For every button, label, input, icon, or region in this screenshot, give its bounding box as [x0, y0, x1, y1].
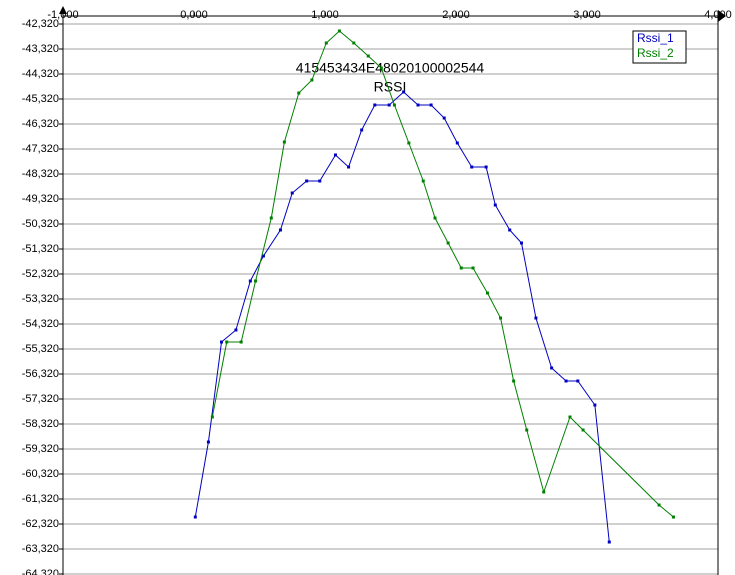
- x-tick-label: 0,000: [180, 9, 208, 21]
- y-tick-label: -58,320: [22, 418, 59, 430]
- y-tick-label: -52,320: [22, 268, 59, 280]
- grid: [63, 23, 718, 575]
- point: [671, 515, 675, 519]
- point: [534, 316, 538, 320]
- y-tick-label: -57,320: [22, 393, 59, 405]
- point: [206, 440, 210, 444]
- y-tick-label: -56,320: [22, 368, 59, 380]
- point: [310, 78, 314, 82]
- point: [225, 340, 229, 344]
- point: [576, 379, 580, 383]
- point: [337, 29, 341, 33]
- point: [508, 228, 512, 232]
- point: [525, 428, 529, 432]
- point: [392, 103, 396, 107]
- y-tick-label: -46,320: [22, 118, 59, 130]
- y-tick-label: -42,320: [22, 18, 59, 30]
- point: [210, 415, 214, 419]
- y-tick-label: -47,320: [22, 143, 59, 155]
- y-tick-label: -53,320: [22, 293, 59, 305]
- point: [269, 216, 273, 220]
- point: [379, 66, 383, 70]
- legend-label: Rssi_2: [637, 46, 674, 60]
- point: [282, 140, 286, 144]
- point: [520, 241, 523, 245]
- x-axis-arrow: [718, 10, 726, 22]
- y-tick-label: -60,320: [22, 468, 59, 480]
- y-tick-label: -55,320: [22, 343, 59, 355]
- point: [234, 328, 238, 332]
- y-tick-label: -59,320: [22, 443, 59, 455]
- y-tick-label: -44,320: [22, 68, 59, 80]
- point: [484, 165, 488, 169]
- point: [593, 403, 597, 407]
- chart-subtitle: RSSI: [374, 79, 407, 95]
- point: [254, 279, 258, 283]
- point: [581, 428, 585, 432]
- point: [499, 316, 503, 320]
- y-tick-label: -62,320: [22, 518, 59, 530]
- point: [459, 266, 463, 270]
- point: [239, 340, 243, 344]
- point: [421, 179, 425, 183]
- point: [550, 366, 554, 370]
- y-tick-label: -63,320: [22, 543, 59, 555]
- y-tick-label: -43,320: [22, 43, 59, 55]
- point: [542, 490, 546, 494]
- point: [493, 203, 497, 207]
- y-tick-label: -49,320: [22, 193, 59, 205]
- point: [455, 141, 459, 145]
- point: [318, 179, 322, 183]
- point: [352, 41, 356, 45]
- point: [471, 266, 475, 270]
- point: [278, 228, 282, 232]
- point: [442, 116, 446, 120]
- point: [607, 540, 611, 544]
- point: [407, 141, 411, 145]
- point: [429, 103, 433, 107]
- point: [333, 153, 337, 157]
- x-tick-label: 1,000: [311, 9, 339, 21]
- point: [470, 165, 474, 169]
- point: [373, 103, 377, 107]
- point: [416, 103, 420, 107]
- point: [324, 41, 328, 45]
- x-tick-label: 3,000: [573, 9, 601, 21]
- point: [220, 340, 224, 344]
- y-tick-label: -61,320: [22, 493, 59, 505]
- point: [568, 415, 572, 419]
- legend-label: Rssi_1: [637, 31, 674, 45]
- point: [347, 165, 351, 169]
- x-tick-label: 4,000: [704, 9, 732, 21]
- point: [657, 503, 661, 507]
- y-tick-label: -48,320: [22, 168, 59, 180]
- point: [248, 279, 252, 283]
- point: [485, 291, 489, 295]
- point: [402, 90, 406, 94]
- x-tick-label: -1,000: [47, 9, 78, 21]
- y-tick-label: -50,320: [22, 218, 59, 230]
- point: [366, 54, 370, 58]
- legend-box: [632, 30, 687, 64]
- point: [446, 241, 450, 245]
- point: [387, 103, 391, 107]
- point: [193, 515, 197, 519]
- y-axis-arrow: [59, 6, 67, 14]
- point: [564, 379, 568, 383]
- y-tick-label: -45,320: [22, 93, 59, 105]
- point: [512, 379, 516, 383]
- point: [305, 179, 309, 183]
- point: [360, 128, 364, 132]
- y-tick-label: -51,320: [22, 243, 59, 255]
- y-tick-label: -64,320: [22, 568, 59, 575]
- y-tick-label: -54,320: [22, 318, 59, 330]
- point: [261, 254, 265, 258]
- point: [297, 91, 301, 95]
- x-tick-label: 2,000: [442, 9, 470, 21]
- point: [290, 191, 294, 195]
- point: [433, 216, 437, 220]
- chart-title: 415453434E48020100002544: [296, 60, 485, 76]
